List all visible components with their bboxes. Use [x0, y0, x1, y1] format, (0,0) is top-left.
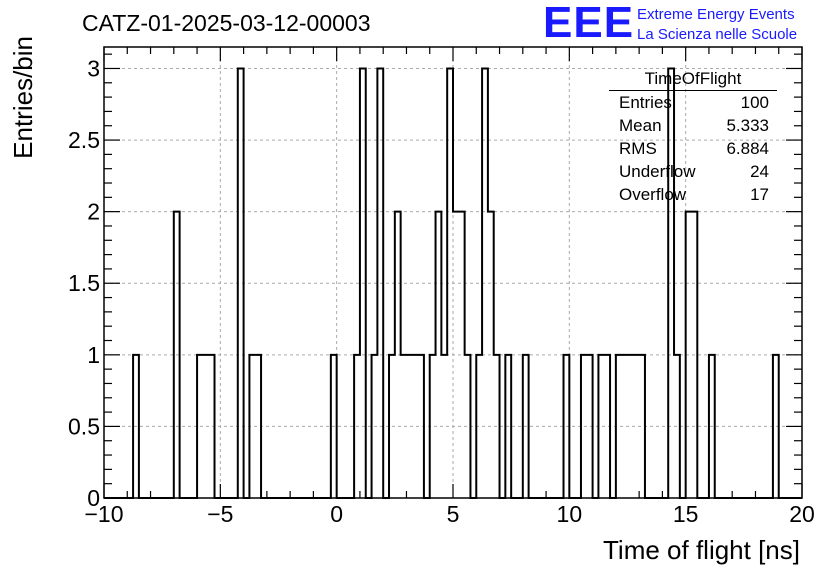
- y-tick-label: 0.5: [68, 413, 100, 439]
- x-tick-label: 15: [673, 501, 699, 527]
- stats-row-overflow: Overflow 17: [609, 183, 777, 206]
- y-tick-label: 1.5: [68, 270, 100, 296]
- stats-row-rms: RMS 6.884: [609, 137, 777, 160]
- axis-ticks: [103, 47, 803, 499]
- stats-row-underflow: Underflow 24: [609, 160, 777, 183]
- stats-label: Underflow: [619, 162, 696, 181]
- x-tick-labels: −10 −5 0 5 10 15 20: [84, 501, 814, 527]
- stats-label: RMS: [619, 139, 657, 158]
- x-tick-label: −10: [84, 501, 123, 527]
- y-tick-labels: 0 0.5 1 1.5 2 2.5 3: [68, 55, 100, 511]
- histogram-outline: [104, 67, 802, 499]
- x-tick-label: 5: [447, 501, 460, 527]
- x-tick-label: 20: [789, 501, 815, 527]
- stats-row-mean: Mean 5.333: [609, 114, 777, 137]
- stats-row-entries: Entries 100: [609, 91, 777, 114]
- x-tick-label: −5: [207, 501, 233, 527]
- logo-mark: EEE: [543, 0, 635, 47]
- y-axis-label: Entries/bin: [8, 36, 38, 159]
- stats-label: Overflow: [619, 185, 687, 204]
- x-tick-label: 10: [557, 501, 583, 527]
- stats-label: Entries: [619, 93, 672, 112]
- stats-value: 17: [750, 185, 769, 204]
- stats-box: TimeOfFlight Entries 100 Mean 5.333 RMS …: [609, 69, 777, 206]
- x-axis-label: Time of flight [ns]: [603, 535, 800, 565]
- y-tick-label: 2: [87, 199, 100, 225]
- stats-title: TimeOfFlight: [609, 69, 777, 91]
- stats-label: Mean: [619, 116, 662, 135]
- stats-value: 6.884: [726, 139, 769, 158]
- logo-line-2: La Scienza nelle Scuole: [637, 26, 798, 43]
- y-tick-label: 1: [87, 342, 100, 368]
- stats-value: 24: [750, 162, 769, 181]
- logo-line-1: Extreme Energy Events: [637, 6, 795, 23]
- y-tick-label: 2.5: [68, 127, 100, 153]
- x-tick-label: 0: [330, 501, 343, 527]
- y-tick-label: 0: [87, 485, 100, 511]
- y-tick-label: 3: [87, 55, 100, 81]
- page-title: CATZ-01-2025-03-12-00003: [82, 10, 371, 36]
- stats-value: 100: [740, 93, 769, 112]
- stats-value: 5.333: [726, 116, 769, 135]
